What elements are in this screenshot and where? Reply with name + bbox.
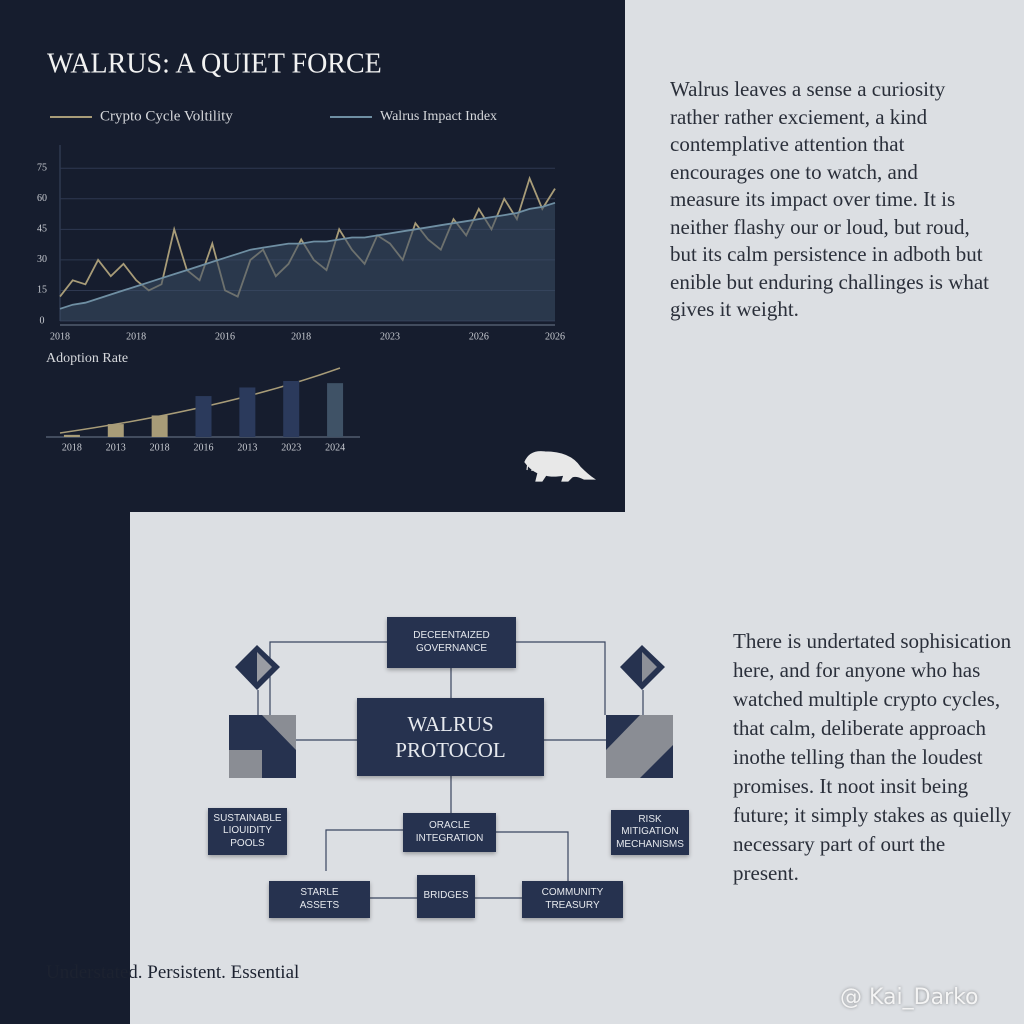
paragraph: Walrus leaves a sense a curiosity rather… — [670, 77, 990, 321]
connectors — [257, 641, 644, 899]
x-tick-label: 2026 — [469, 331, 489, 342]
area — [60, 202, 555, 321]
diagram-node: STARLE ASSETS — [269, 881, 370, 918]
diagram-node: WALRUS PROTOCOL — [357, 698, 544, 776]
y-tick-label: 45 — [37, 224, 47, 235]
walrus-icon — [524, 451, 596, 482]
bar — [195, 396, 212, 437]
bar — [283, 381, 300, 437]
x-tick-label: 2023 — [281, 442, 301, 453]
x-tick-label: 2018 — [291, 331, 311, 342]
x-tick-label: 2023 — [380, 331, 400, 342]
diagram-node: RISK MITIGATION MECHANISMS — [611, 810, 689, 855]
y-tick-label: 15 — [37, 285, 47, 296]
icons — [229, 645, 673, 778]
title: WALRUS: A QUIET FORCE — [47, 48, 382, 79]
bar — [63, 434, 80, 437]
paragraph: There is undertated sophisication here, … — [733, 629, 1012, 885]
bar — [327, 383, 344, 437]
x-tick-label: 2016 — [215, 331, 235, 342]
x-tick-label: 2026 — [545, 331, 565, 342]
diagram-node: SUSTAINABLE LIOUIDITY POOLS — [208, 808, 287, 855]
bar — [107, 424, 124, 437]
series-line — [59, 201, 556, 310]
y-tick-label: 30 — [37, 254, 47, 265]
y-tick-label: 60 — [37, 193, 47, 204]
footer: Understated. Persistent. Essential — [46, 962, 300, 983]
side-strip — [0, 512, 130, 1024]
x-tick-label: 2018 — [126, 331, 146, 342]
diagram-node: BRIDGES — [417, 875, 475, 918]
y-tick-label: 0 — [40, 315, 45, 326]
watermark: @ Kai_Darko — [840, 985, 979, 1010]
bar — [239, 387, 256, 437]
y-tick-label: 75 — [37, 162, 47, 173]
x-tick-label: 2024 — [325, 442, 345, 453]
bar — [151, 415, 168, 437]
x-tick-label: 2018 — [150, 442, 170, 453]
x-tick-label: 2013 — [106, 442, 126, 453]
x-tick-label: 2018 — [62, 442, 82, 453]
legend-label: Crypto Cycle Voltility — [100, 108, 233, 124]
diagram-node: COMMUNITY TREASURY — [522, 881, 623, 918]
diagram-node: ORACLE INTEGRATION — [403, 813, 496, 852]
x-tick-label: 2013 — [237, 442, 257, 453]
diagram-node: DECEENTAIZED GOVERNANCE — [387, 617, 516, 668]
chart-title: Adoption Rate — [46, 351, 128, 366]
x-tick-label: 2018 — [50, 331, 70, 342]
x-tick-label: 2016 — [194, 442, 214, 453]
legend-label: Walrus Impact Index — [380, 109, 497, 124]
